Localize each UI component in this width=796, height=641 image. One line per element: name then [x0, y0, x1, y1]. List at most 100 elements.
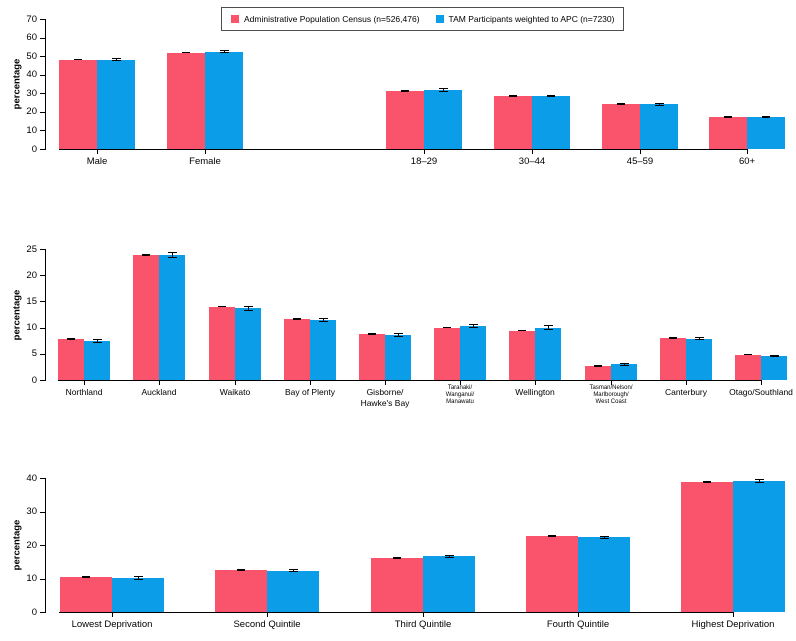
error-bar-stem	[658, 102, 660, 106]
error-bar-apc	[703, 481, 711, 483]
y-tick-label: 25	[26, 243, 37, 255]
y-axis-tick	[40, 93, 45, 95]
error-bar-tam	[547, 95, 555, 98]
bar-tam	[460, 326, 486, 380]
y-tick-label: 15	[26, 295, 37, 307]
error-bar-tam	[219, 50, 229, 54]
bar-apc	[60, 577, 112, 612]
error-bar-apc	[518, 329, 526, 332]
error-bar-cap-bottom	[438, 90, 448, 92]
error-bar-stem	[623, 362, 625, 366]
error-bar-stem	[397, 333, 399, 337]
bar-apc	[602, 104, 640, 149]
error-bar-apc	[237, 569, 245, 572]
error-bar-cap-bottom	[167, 257, 177, 259]
bar-apc	[284, 319, 310, 380]
error-bar-stem	[96, 338, 98, 343]
x-axis-tick	[532, 150, 533, 154]
x-category-label: Fourth Quintile	[546, 619, 610, 630]
x-axis-tick	[205, 150, 206, 154]
error-bar-stem	[758, 479, 760, 484]
y-tick-label: 70	[26, 13, 37, 25]
error-bar-tam	[92, 338, 102, 343]
x-axis-tick	[578, 613, 579, 617]
error-bar-cap-bottom	[393, 335, 403, 337]
x-axis-tick	[235, 381, 236, 385]
error-bar-apc	[67, 338, 75, 340]
y-axis-tick	[40, 327, 45, 329]
error-bar-stem	[547, 324, 549, 331]
error-bar-tam	[694, 336, 704, 341]
bar-tam	[761, 355, 787, 380]
y-axis-tick	[40, 545, 45, 546]
bar-tam	[686, 338, 712, 380]
error-bar-stem	[247, 305, 249, 311]
error-bar-cap-bottom	[288, 571, 298, 573]
error-bar-stem	[448, 554, 450, 559]
x-category-label: Highest Deprivation	[691, 619, 775, 630]
error-bar-tam	[167, 252, 177, 259]
error-bar-cap-bottom	[219, 52, 229, 54]
x-axis-line	[59, 612, 734, 613]
bar-apc	[735, 354, 761, 380]
y-axis-tick	[40, 37, 45, 39]
error-bar-tam	[393, 333, 403, 337]
error-bar-apc	[594, 365, 602, 367]
x-axis-tick	[310, 381, 311, 385]
bar-tam	[267, 570, 319, 612]
y-axis-tick	[40, 478, 45, 479]
error-bar-stem	[773, 354, 775, 358]
error-bar-apc	[401, 90, 409, 92]
x-axis-tick	[460, 381, 461, 385]
x-category-label: Northland	[65, 387, 103, 397]
y-tick-label: 30	[26, 506, 37, 517]
error-bar-cap-bottom	[619, 364, 629, 366]
error-bar-tam	[318, 317, 328, 322]
bar-tam	[235, 308, 261, 380]
y-axis-line	[45, 249, 46, 381]
error-bar-cap-bottom	[754, 482, 764, 484]
bar-apc	[386, 91, 424, 149]
error-bar-cap-bottom	[468, 327, 478, 329]
y-axis-tick	[40, 149, 45, 150]
error-bar-apc	[669, 337, 677, 339]
y-tick-label: 30	[26, 87, 37, 99]
y-tick-label: 0	[31, 606, 37, 618]
error-bar-cap-bottom	[92, 341, 102, 343]
error-bar-apc	[509, 95, 517, 98]
x-axis-tick	[385, 381, 386, 385]
error-bar-cap-bottom	[318, 320, 328, 322]
bar-apc	[371, 558, 423, 612]
error-bar-tam	[468, 323, 478, 329]
y-tick-label: 10	[26, 573, 37, 584]
error-bar-stem	[322, 317, 324, 322]
error-bar-tam	[599, 535, 609, 539]
error-bar-apc	[368, 333, 376, 335]
y-axis-tick	[40, 111, 45, 113]
y-tick-label: 50	[26, 50, 37, 62]
bar-apc	[359, 334, 385, 380]
error-bar-apc	[548, 534, 556, 537]
error-bar-cap-bottom	[654, 104, 664, 106]
y-axis-tick	[40, 56, 45, 58]
error-bar-stem	[442, 88, 444, 92]
chart-legend: Administrative Population Census (n=526,…	[221, 7, 625, 31]
x-category-label: Lowest Deprivation	[71, 619, 153, 630]
y-axis-title: percentage	[11, 519, 23, 571]
error-bar-tam	[543, 324, 553, 331]
y-tick-label: 0	[31, 143, 37, 155]
bar-tam	[535, 327, 561, 380]
y-tick-label: 20	[26, 269, 37, 281]
error-bar-apc	[82, 576, 90, 579]
bar-apc	[660, 338, 686, 380]
x-category-label: Gisborne/ Hawke's Bay	[360, 387, 410, 408]
y-axis-line	[45, 19, 46, 150]
y-axis-line	[45, 478, 46, 613]
error-bar-tam	[438, 88, 448, 92]
bar-tam	[385, 334, 411, 380]
bar-tam	[112, 578, 164, 612]
bar-apc	[709, 117, 747, 149]
bar-apc	[509, 330, 535, 380]
